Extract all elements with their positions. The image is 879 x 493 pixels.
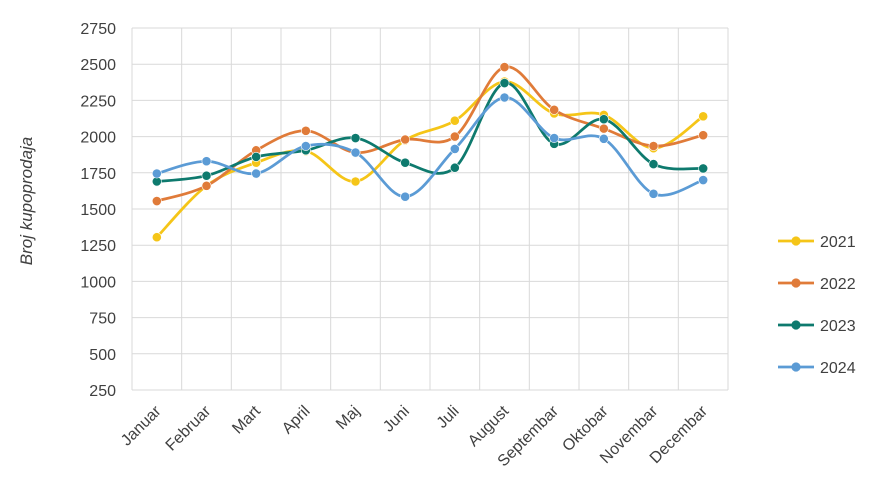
y-axis-title: Broj kupoprodaja (17, 137, 36, 266)
data-point (648, 188, 659, 199)
x-tick-label: August (465, 402, 513, 450)
legend-item-2021: 2021 (778, 234, 856, 251)
data-point (350, 133, 361, 143)
data-point (499, 92, 510, 103)
y-tick-label: 1500 (80, 202, 116, 219)
series-2023 (151, 78, 709, 187)
data-point (400, 134, 411, 145)
data-point (201, 180, 212, 191)
data-point (449, 131, 460, 142)
legend-item-2023: 2023 (778, 318, 856, 335)
data-point (151, 196, 162, 206)
x-tick-label: Maj (333, 403, 363, 433)
data-point (499, 62, 510, 72)
y-tick-label: 1000 (80, 274, 116, 291)
series-2024 (151, 92, 709, 202)
legend-label: 2024 (820, 360, 856, 377)
y-tick-label: 2500 (80, 57, 116, 74)
legend-swatch-marker (791, 320, 801, 330)
data-point (598, 114, 609, 125)
y-tick-label: 1750 (80, 166, 116, 183)
y-tick-label: 750 (89, 311, 116, 328)
legend-item-2024: 2024 (778, 360, 856, 377)
series-lines (151, 62, 709, 243)
data-point (698, 163, 709, 174)
data-point (300, 125, 311, 136)
data-point (201, 170, 212, 181)
x-tick-label: Januar (118, 402, 165, 449)
legend-label: 2021 (820, 234, 856, 251)
data-point (350, 147, 361, 158)
data-point (598, 133, 609, 144)
data-point (400, 191, 411, 202)
legend-swatch-marker (791, 278, 801, 288)
data-point (648, 159, 659, 170)
y-tick-label: 1250 (80, 238, 116, 255)
data-point (648, 141, 659, 151)
x-tick-label: Juni (380, 403, 413, 436)
data-point (251, 151, 262, 162)
data-point (698, 175, 709, 185)
data-point (449, 115, 460, 126)
y-tick-label: 2250 (80, 93, 116, 110)
data-point (549, 104, 560, 115)
data-point (251, 168, 262, 179)
x-tick-label: Mart (229, 402, 264, 437)
legend: 2021 2022 2023 2024 (778, 234, 856, 377)
legend-label: 2022 (820, 276, 856, 293)
data-point (499, 78, 510, 88)
data-point (449, 162, 460, 173)
y-tick-label: 250 (89, 383, 116, 400)
y-tick-label: 2750 (80, 21, 116, 38)
y-tick-label: 500 (89, 347, 116, 364)
data-point (151, 168, 162, 179)
legend-swatch-marker (791, 236, 801, 246)
x-tick-label: Februar (163, 402, 215, 454)
data-point (400, 157, 411, 168)
data-point (300, 141, 311, 151)
legend-item-2022: 2022 (778, 276, 856, 293)
y-tick-label: 2000 (80, 130, 116, 147)
data-point (698, 130, 709, 141)
legend-label: 2023 (820, 318, 856, 335)
grid (131, 27, 729, 391)
data-point (549, 133, 560, 143)
data-point (201, 156, 212, 167)
data-point (598, 123, 609, 134)
x-tick-label: April (279, 403, 314, 438)
y-tick-labels: 250 500 750 1000 1250 1500 1750 2000 2250 2500 275… (80, 21, 116, 400)
data-point (449, 144, 460, 154)
legend-swatch-marker (791, 362, 801, 372)
x-tick-label: Juli (434, 403, 463, 432)
data-point (350, 176, 361, 187)
data-point (698, 111, 709, 122)
data-point (151, 232, 162, 243)
